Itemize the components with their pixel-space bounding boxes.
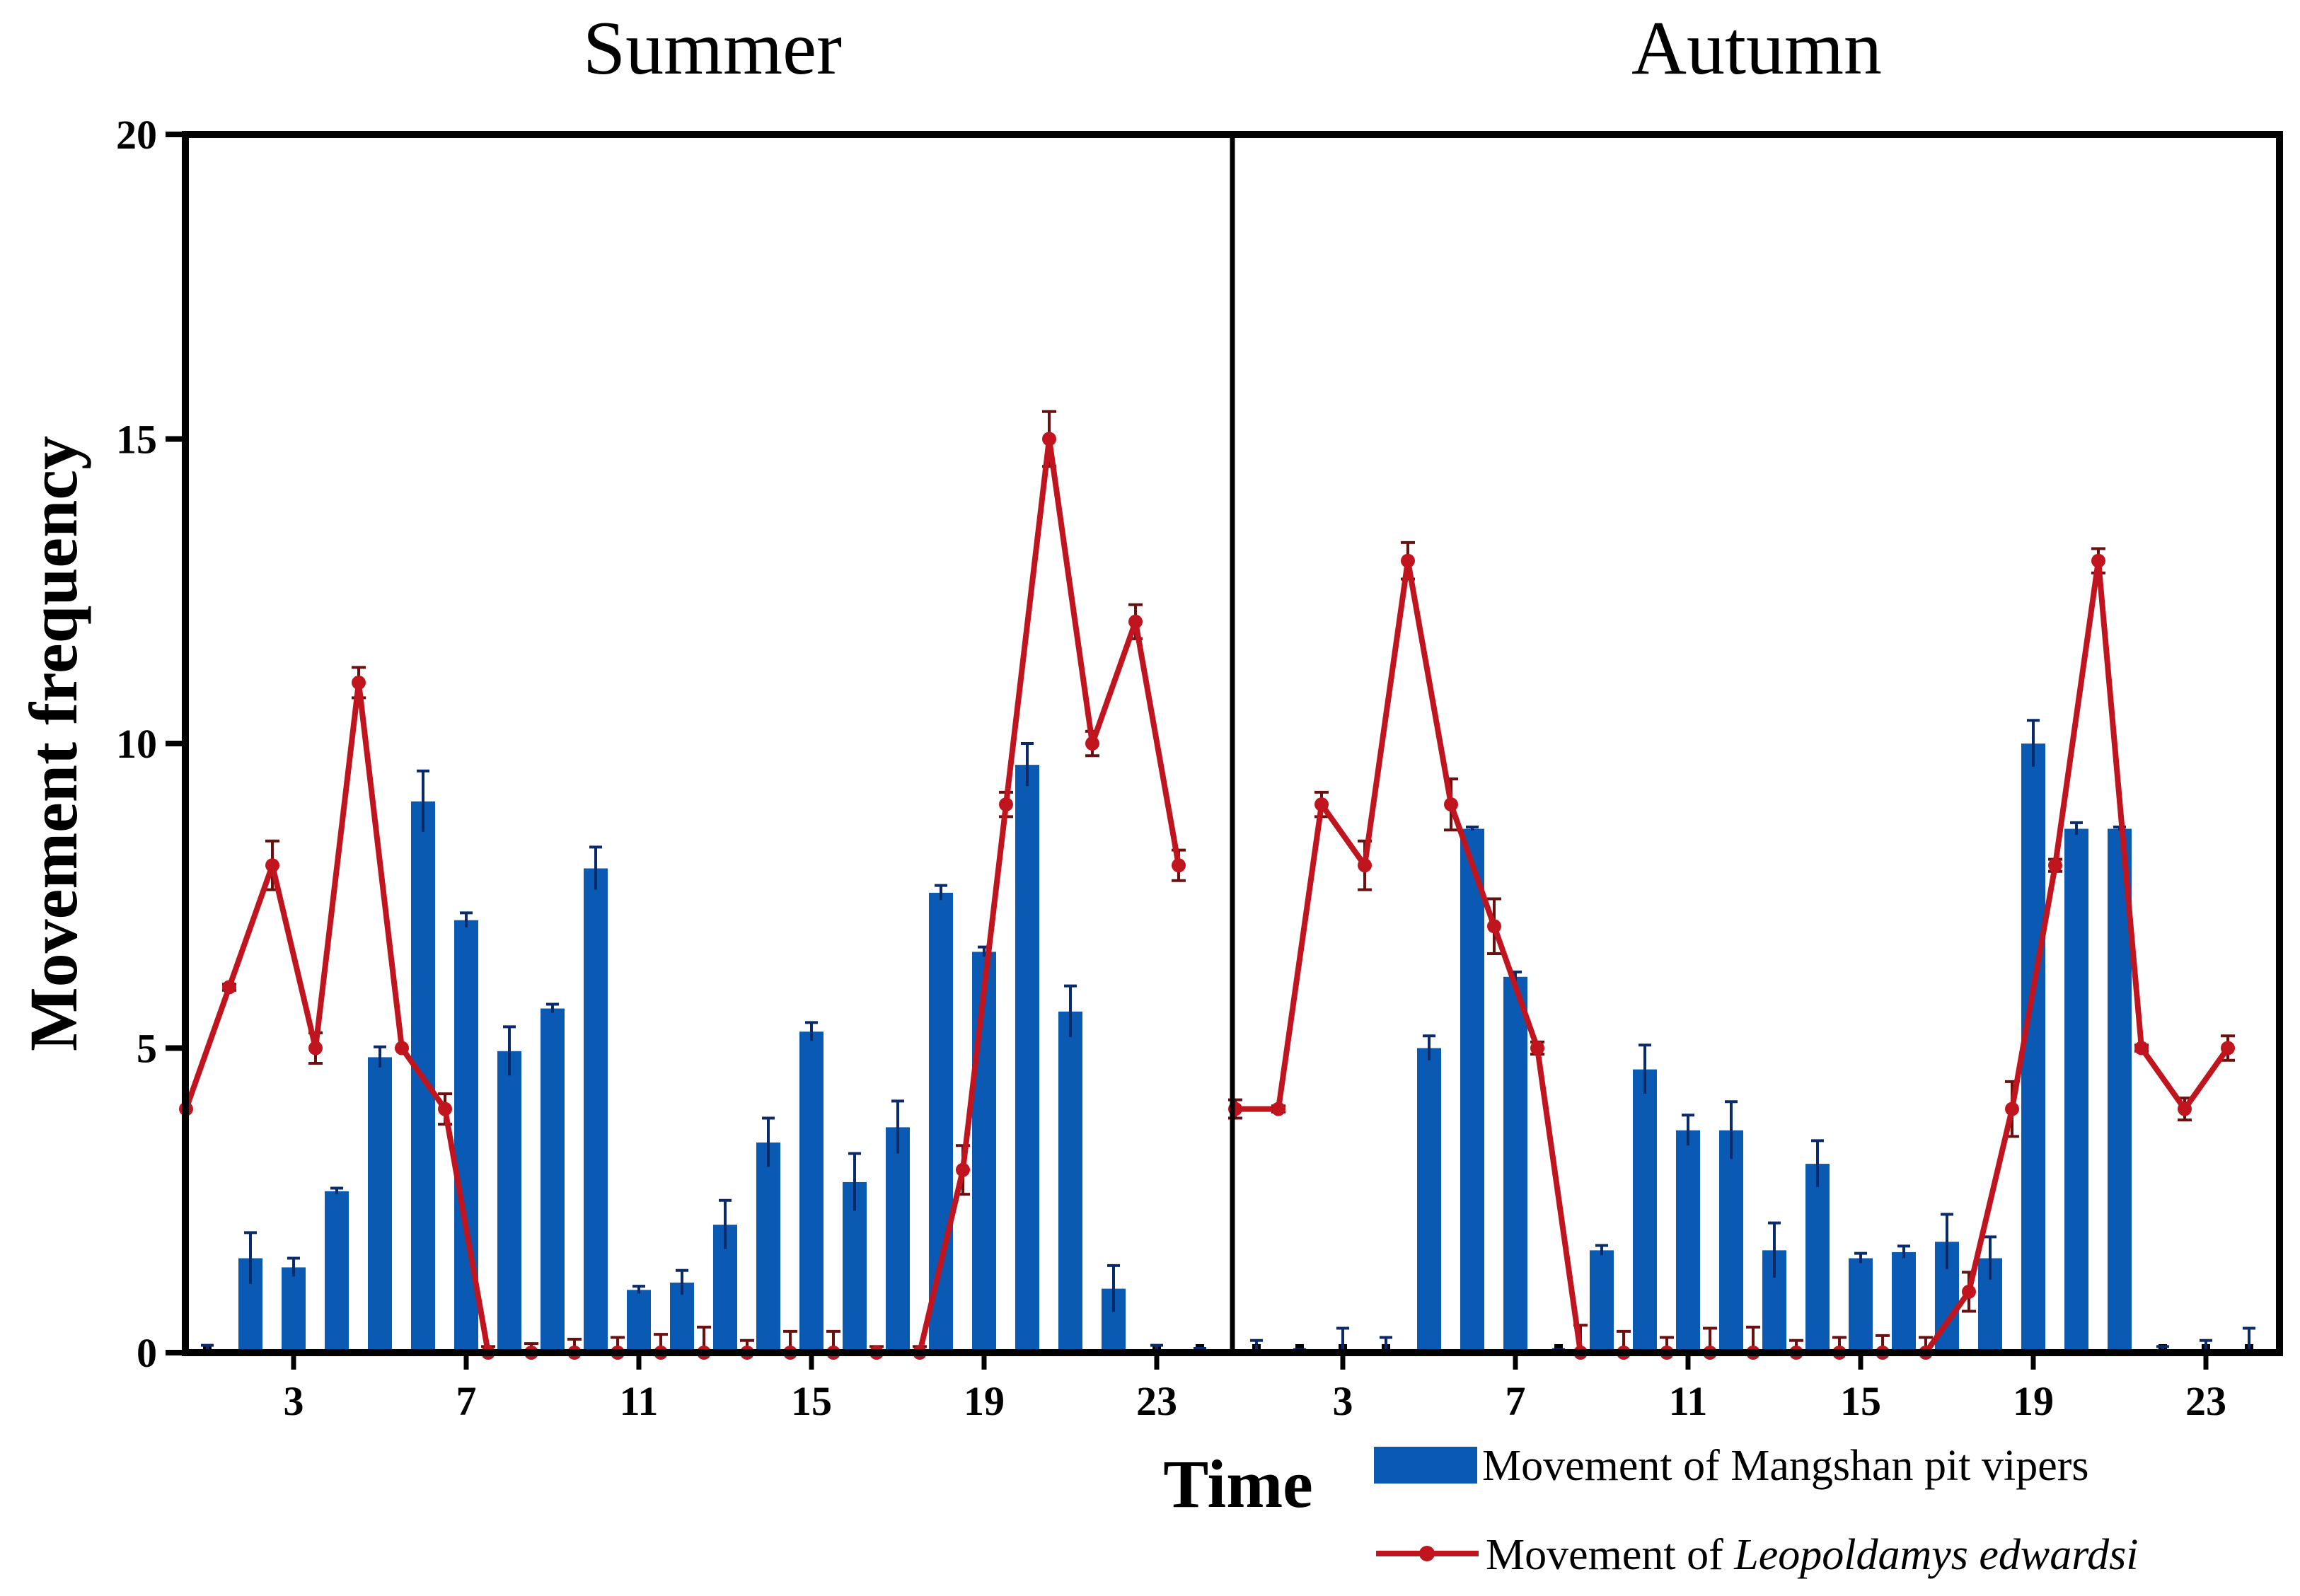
legend-bar-label: Movement of Mangshan pit vipers — [1482, 1442, 2089, 1490]
data-bar — [2064, 828, 2088, 1353]
data-bar — [541, 1008, 565, 1353]
line-point — [2178, 1101, 2192, 1116]
data-bar — [1805, 1164, 1830, 1353]
data-bar — [1058, 1011, 1082, 1353]
data-bar — [584, 868, 608, 1353]
x-tick-label: 3 — [284, 1378, 304, 1424]
x-tick-label: 11 — [620, 1378, 659, 1424]
y-tick-label: 5 — [137, 1026, 157, 1072]
line-point — [1962, 1284, 1976, 1299]
line-point — [1401, 553, 1415, 568]
y-tick-label: 20 — [116, 112, 157, 158]
data-bar — [1676, 1130, 1700, 1353]
line-point — [1358, 858, 1372, 873]
x-tick-label: 23 — [2185, 1378, 2226, 1424]
data-bar — [1590, 1250, 1614, 1353]
data-bar — [627, 1290, 651, 1353]
line-point — [308, 1041, 323, 1056]
y-tick-label: 15 — [116, 417, 157, 463]
y-axis-title: Movement frequency — [16, 436, 91, 1051]
line-point — [1487, 919, 1501, 934]
line-point — [2221, 1041, 2235, 1056]
data-bar — [1892, 1251, 1916, 1353]
tick-layer: 0 5 10 15 20 3 7 11 15 19 23 3 7 11 15 19 23 — [116, 112, 2226, 1424]
data-bar — [1719, 1130, 1743, 1353]
line-point — [1530, 1041, 1544, 1056]
data-bar — [1015, 765, 1039, 1353]
x-tick-label: 3 — [1333, 1378, 1353, 1424]
data-bar — [1460, 828, 1484, 1353]
data-bar — [929, 892, 953, 1353]
data-bar — [1849, 1258, 1873, 1353]
data-bar — [497, 1051, 521, 1353]
line-point — [1172, 858, 1186, 873]
line-point — [1271, 1101, 1285, 1116]
line-point — [1314, 797, 1329, 812]
line-point — [2005, 1101, 2019, 1116]
line-point — [956, 1162, 970, 1177]
data-bar — [1633, 1069, 1657, 1353]
data-bar — [368, 1057, 392, 1353]
x-tick-label: 7 — [1506, 1378, 1526, 1424]
line-point — [2091, 553, 2105, 568]
x-axis-title: Time — [1163, 1446, 1313, 1522]
line-point — [395, 1041, 409, 1056]
data-bar — [325, 1191, 349, 1353]
line-point — [222, 980, 236, 995]
line-point — [438, 1101, 452, 1116]
bar-layer — [201, 719, 2255, 1353]
x-tick-label: 7 — [456, 1378, 477, 1424]
data-bar — [1417, 1048, 1441, 1353]
panel-title-autumn: Autumn — [1631, 6, 1882, 91]
x-tick-label: 23 — [1136, 1378, 1177, 1424]
x-tick-label: 19 — [2013, 1378, 2054, 1424]
legend-bar-swatch — [1374, 1447, 1477, 1484]
y-tick-label: 10 — [116, 721, 157, 767]
panel-title-summer: Summer — [583, 6, 842, 91]
data-bar — [756, 1142, 780, 1353]
legend-line-prefix: Movement of — [1486, 1531, 1734, 1579]
legend-line-marker — [1419, 1546, 1435, 1561]
line-point — [2048, 858, 2062, 873]
legend-line-species: Leopoldamys edwardsi — [1733, 1531, 2138, 1579]
data-bar — [282, 1267, 306, 1353]
data-bar — [886, 1127, 910, 1353]
line-point — [352, 675, 366, 690]
line-point — [1444, 797, 1458, 812]
y-tick-label: 0 — [137, 1330, 157, 1376]
line-point — [999, 797, 1013, 812]
line-layer — [179, 410, 2235, 1360]
line-point — [265, 858, 279, 873]
x-tick-label: 11 — [1669, 1378, 1708, 1424]
x-tick-label: 15 — [791, 1378, 832, 1424]
data-bar — [972, 952, 996, 1353]
line-point — [1128, 614, 1143, 629]
data-bar — [799, 1031, 824, 1353]
x-tick-label: 15 — [1840, 1378, 1881, 1424]
data-bar — [1503, 976, 1527, 1353]
line-point — [2134, 1041, 2149, 1056]
legend: Movement of Mangshan pit vipers Movement… — [1374, 1442, 2138, 1579]
line-point — [1085, 736, 1099, 751]
x-tick-label: 19 — [964, 1378, 1005, 1424]
line-point — [1042, 432, 1056, 446]
legend-line-label: Movement of Leopoldamys edwardsi — [1486, 1531, 2138, 1579]
